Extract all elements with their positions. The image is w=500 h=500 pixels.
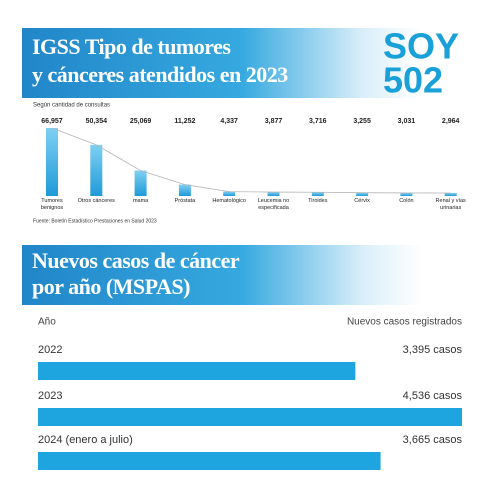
category-label: Leucemia no especificada [257,198,290,211]
bar [356,192,369,196]
category-label: Renal y vías urinarias [435,198,466,211]
category-label: 2024 (enero a julio) [38,434,133,446]
subtitle: Según cantidad de consultas [33,103,110,109]
source: Fuente: Boletín Estadístico Prestaciones… [33,218,157,224]
logo: SOY [383,26,459,67]
category-label: Colón [399,198,414,204]
value-label: 2,964 [442,118,460,125]
title-banner [22,245,422,305]
value-label: 50,354 [86,118,108,125]
category-label: Tumores benignos [40,198,64,211]
category-label: Próstata [174,198,196,204]
value-label: 3,716 [309,118,327,125]
value-label: 3,877 [265,118,283,125]
bar [46,128,58,196]
category-label: 2022 [38,344,62,356]
chart-title: Nuevos casos de cáncer [32,248,240,273]
value-label: 66,957 [41,118,63,125]
bar [223,191,236,196]
column-header: Año [38,317,56,328]
chart-title: y cánceres atendidos en 2023 [32,62,288,87]
logo: 502 [383,60,443,101]
value-label: 4,536 casos [403,390,463,402]
title-banner [22,28,422,98]
value-label: 3,255 [353,118,371,125]
bar [311,192,324,196]
value-label: 4,337 [220,118,238,125]
category-label: Otros cánceres [77,198,115,204]
chart-title: IGSS Tipo de tumores [32,34,231,59]
bar [134,170,147,196]
bar [444,192,457,196]
chart-title: por año (MSPAS) [32,274,190,299]
bar [38,452,381,470]
category-label: Hematológico [212,198,246,204]
category-label: mama [132,198,149,204]
bar [178,184,191,196]
bar [90,144,103,196]
category-label: Cérvix [354,198,370,204]
bar [400,192,413,196]
trend-line [51,127,451,194]
value-label: 25,069 [130,118,152,125]
category-label: 2023 [38,390,62,402]
column-header: Nuevos casos registrados [347,317,462,328]
value-label: 3,395 casos [403,344,463,356]
bar [267,192,280,196]
value-label: 3,665 casos [403,434,463,446]
category-label: Tiroides [308,198,328,204]
value-label: 11,252 [174,118,195,125]
bar [38,408,462,426]
bar [38,362,356,380]
value-label: 3,031 [398,118,416,125]
